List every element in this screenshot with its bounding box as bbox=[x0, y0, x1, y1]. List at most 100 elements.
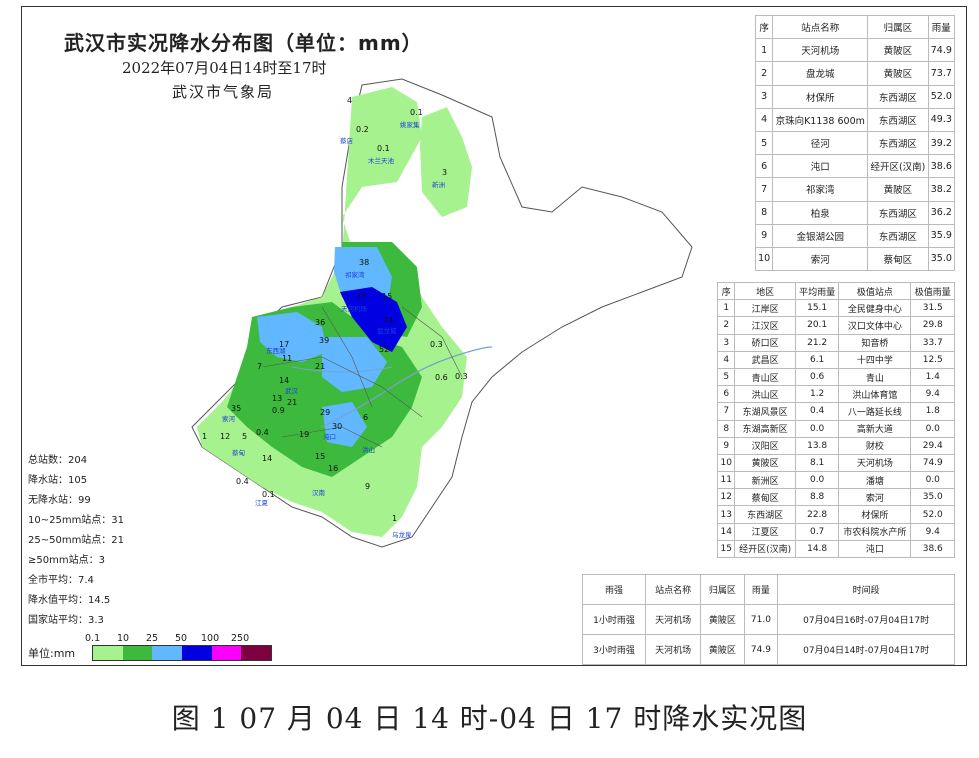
district-stats-table: 序地区 平均雨量 极值站点 极值雨量 1 江岸区 15.1 全民健身中心 31.5 2 江汉区 20… bbox=[716, 281, 955, 559]
station-value: 75 bbox=[356, 292, 366, 301]
rain-area-blue-west bbox=[257, 312, 327, 362]
column-header: 雨强 bbox=[581, 574, 647, 605]
map-subtitle: 2022年07月04日14时至17时 bbox=[122, 59, 327, 77]
station-name: 洪山 bbox=[362, 445, 375, 454]
table-cell: 黄陂区 bbox=[867, 61, 929, 86]
table-cell: 52.0 bbox=[927, 84, 956, 109]
table-cell: 10 bbox=[754, 246, 774, 272]
table-row: 4 京珠向K1138 600m 东西湖区 49.3 bbox=[754, 107, 956, 132]
table-cell: 硚口区 bbox=[734, 333, 796, 352]
rain-area-blue-south bbox=[322, 402, 367, 447]
table-header: 雨强 站点名称 归属区 雨量 时间段 bbox=[581, 574, 955, 605]
table-row: 2 江汉区 20.1 汉口文体中心 29.8 bbox=[716, 316, 955, 335]
table-cell: 07月04日14时-07月04日17时 bbox=[777, 634, 955, 665]
station-value: 14 bbox=[279, 376, 289, 385]
column-header: 极值雨量 bbox=[910, 281, 955, 301]
table-cell: 东西湖区 bbox=[867, 130, 929, 156]
table-cell: 索河 bbox=[838, 488, 912, 507]
table-cell: 52.0 bbox=[910, 505, 955, 524]
table-cell: 潘塘 bbox=[838, 471, 912, 490]
legend-tick: 50 bbox=[175, 633, 188, 644]
station-name: 汉南 bbox=[312, 488, 326, 497]
table-cell: 39.2 bbox=[927, 130, 956, 156]
column-header: 雨量 bbox=[743, 574, 779, 605]
legend-tick: 10 bbox=[117, 633, 130, 644]
table-cell: 5 bbox=[754, 130, 774, 156]
column-header: 地区 bbox=[734, 281, 796, 301]
table-cell: 江汉区 bbox=[734, 316, 796, 335]
table-cell: 江夏区 bbox=[734, 522, 796, 541]
station-value: 0.1 bbox=[262, 490, 275, 499]
table-cell: 材保所 bbox=[772, 84, 869, 109]
table-cell: 天河机场 bbox=[772, 38, 869, 63]
rain-area-northeast bbox=[420, 107, 472, 217]
table-cell: 武昌区 bbox=[734, 350, 796, 369]
table-cell: 金银湖公园 bbox=[772, 223, 869, 248]
table-cell: 12 bbox=[716, 488, 736, 507]
table-cell: 35.0 bbox=[910, 488, 955, 507]
station-name: 蔡店 bbox=[340, 136, 354, 145]
table-cell: 8 bbox=[716, 419, 736, 438]
table-cell: 2 bbox=[716, 316, 736, 335]
station-value: 15 bbox=[315, 452, 325, 461]
table-cell: 江岸区 bbox=[734, 299, 796, 318]
station-value: 16 bbox=[328, 464, 338, 473]
column-header: 平均雨量 bbox=[794, 281, 840, 301]
table-row: 13 东西湖区 22.8 材保所 52.0 bbox=[716, 505, 955, 524]
table-cell: 38.2 bbox=[927, 177, 956, 202]
table-cell: 8 bbox=[754, 200, 774, 225]
station-value: 1 bbox=[392, 514, 397, 523]
table-cell: 36.2 bbox=[927, 200, 956, 225]
station-value: 0.9 bbox=[272, 406, 285, 415]
column-header: 序 bbox=[716, 281, 736, 301]
table-cell: 天河机场 bbox=[645, 604, 702, 635]
table-header: 序站点名称 归属区 雨量 bbox=[754, 14, 956, 40]
station-name: 盘龙城 bbox=[377, 326, 397, 335]
table-row: 5 青山区 0.6 青山 1.4 bbox=[716, 367, 955, 387]
stat-rain-avg: 降水值平均：14.5 bbox=[28, 595, 111, 606]
station-value: 13 bbox=[272, 394, 282, 403]
table-cell: 8.8 bbox=[794, 488, 840, 507]
table-cell: 0.6 bbox=[794, 367, 840, 387]
table-cell: 东西湖区 bbox=[734, 505, 796, 524]
station-value: 11 bbox=[282, 354, 292, 363]
table-row: 15 经开区(汉南) 14.8 沌口 38.6 bbox=[716, 539, 955, 559]
column-header: 归属区 bbox=[700, 574, 745, 605]
table-cell: 知音桥 bbox=[838, 333, 912, 352]
table-row: 7 祁家湾 黄陂区 38.2 bbox=[754, 177, 956, 202]
station-value: 3 bbox=[442, 168, 447, 177]
table-cell: 沌口 bbox=[772, 154, 869, 179]
table-cell: 7 bbox=[754, 177, 774, 202]
table-cell: 全民健身中心 bbox=[838, 299, 912, 318]
table-cell: 汉阳区 bbox=[734, 436, 796, 455]
column-header: 站点名称 bbox=[772, 14, 869, 40]
table-row: 3小时雨强 天河机场 黄陂区 74.9 07月04日14时-07月04日17时 bbox=[581, 634, 955, 665]
station-value: 52 bbox=[379, 345, 389, 354]
table-cell: 0.0 bbox=[910, 471, 955, 490]
table-cell: 9 bbox=[716, 436, 736, 455]
station-value: 0.2 bbox=[356, 125, 369, 134]
stat-25-50: 25~50mm站点：21 bbox=[28, 535, 125, 546]
station-value: 0.1 bbox=[410, 108, 423, 117]
station-name: 木兰天池 bbox=[368, 156, 395, 165]
table-cell: 7 bbox=[716, 402, 736, 421]
station-name: 蔡甸 bbox=[232, 448, 245, 457]
stat-city-avg: 全市平均：7.4 bbox=[28, 575, 94, 586]
column-header: 时间段 bbox=[777, 574, 955, 605]
table-cell: 29.4 bbox=[910, 436, 955, 455]
station-value: 5 bbox=[242, 432, 247, 441]
table-row: 3 材保所 东西湖区 52.0 bbox=[754, 84, 956, 109]
table-cell: 东西湖区 bbox=[867, 107, 929, 132]
table-cell: 74.9 bbox=[910, 453, 955, 473]
table-cell: 青山 bbox=[838, 367, 912, 387]
table-cell: 东西湖区 bbox=[867, 223, 929, 248]
table-row: 10 黄陂区 8.1 天河机场 74.9 bbox=[716, 453, 955, 473]
station-value: 39 bbox=[319, 336, 329, 345]
station-name: 乌龙泉 bbox=[392, 530, 412, 539]
station-value: 30 bbox=[332, 422, 342, 431]
table-cell: 74.9 bbox=[743, 634, 779, 665]
table-row: 9 汉阳区 13.8 财校 29.4 bbox=[716, 436, 955, 455]
station-value: 0.4 bbox=[236, 477, 249, 486]
